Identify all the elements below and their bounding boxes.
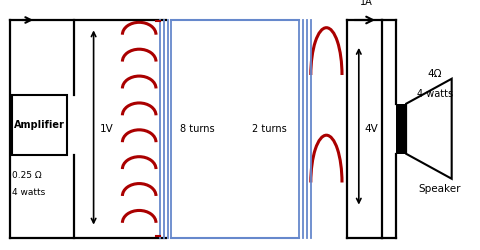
Text: 0.25 Ω: 0.25 Ω <box>12 170 42 179</box>
Text: Speaker: Speaker <box>419 184 461 194</box>
Text: 4 watts: 4 watts <box>417 89 453 99</box>
Text: 1V: 1V <box>99 124 113 134</box>
Bar <box>396 104 406 154</box>
Polygon shape <box>406 79 452 179</box>
Text: 2 turns: 2 turns <box>252 124 287 134</box>
Text: 4 watts: 4 watts <box>12 188 45 197</box>
Text: 4V: 4V <box>365 124 378 134</box>
Text: 4Ω: 4Ω <box>428 69 442 79</box>
FancyBboxPatch shape <box>12 95 67 155</box>
Text: Amplifier: Amplifier <box>14 120 65 130</box>
Text: 1A: 1A <box>360 0 373 8</box>
Text: 8 turns: 8 turns <box>180 124 215 134</box>
